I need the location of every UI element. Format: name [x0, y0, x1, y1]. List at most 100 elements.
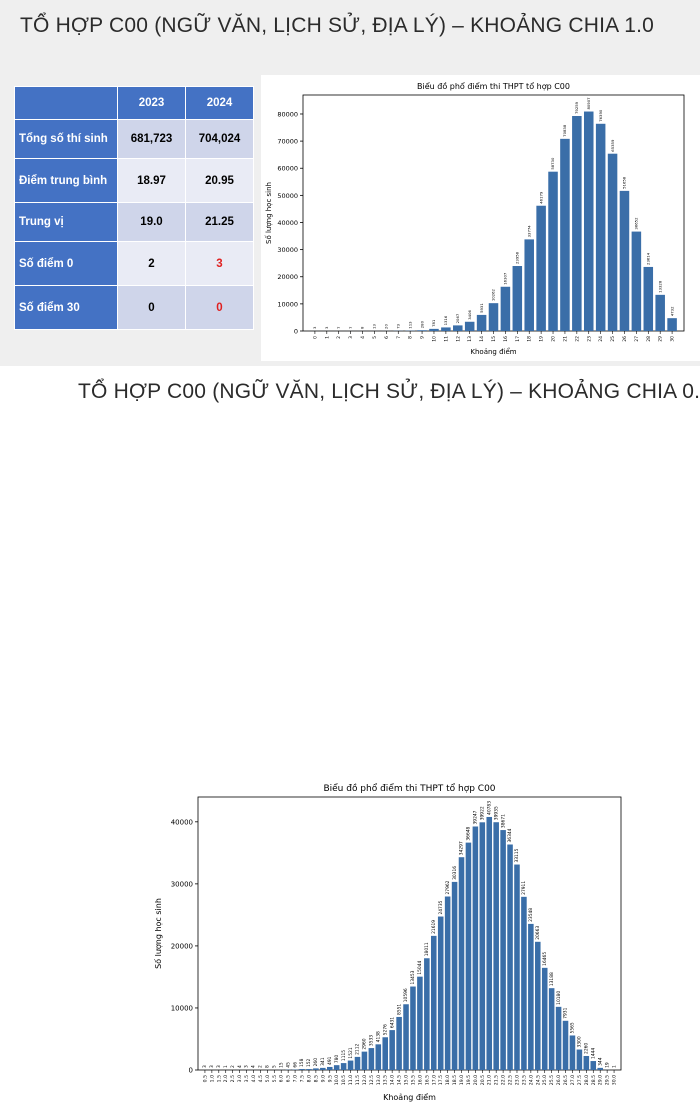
data-label: 51658 — [622, 176, 627, 189]
y-tick-label: 80000 — [277, 110, 298, 118]
y-tick-label: 0 — [189, 1067, 193, 1075]
data-label: 36344 — [507, 828, 513, 842]
data-label: 6431 — [389, 1017, 395, 1028]
x-tick-label: 6.5 — [286, 1075, 292, 1082]
data-label: 23958 — [515, 251, 520, 264]
x-tick-label: 5 — [372, 336, 378, 339]
cell-2024: 21.25 — [186, 203, 254, 242]
data-label: 13328 — [657, 280, 662, 293]
x-tick-label: 14.5 — [397, 1075, 403, 1085]
x-tick-label: 10 — [431, 336, 437, 342]
slide-distribution-1-0: TỔ HỢP C00 (NGỮ VĂN, LỊCH SỬ, ĐỊA LÝ) – … — [0, 0, 700, 366]
bar — [306, 1069, 312, 1070]
data-label: 1521 — [348, 1047, 354, 1058]
x-tick-label: 26.5 — [563, 1075, 569, 1085]
bar — [596, 124, 606, 331]
data-label: 5931 — [479, 303, 484, 313]
x-tick-label: 1.0 — [209, 1075, 215, 1082]
x-tick-label: 15.5 — [410, 1075, 416, 1085]
data-label: 39922 — [480, 806, 486, 820]
table-header-row: 2023 2024 — [15, 87, 254, 120]
data-label: 2 — [258, 1065, 264, 1068]
x-tick-label: 24.5 — [535, 1075, 541, 1085]
data-label: 4 — [237, 1065, 243, 1068]
data-label: 2260 — [584, 1043, 590, 1054]
data-label: 18011 — [424, 942, 430, 956]
data-label: 3 — [312, 326, 317, 329]
data-label: 5 — [271, 1065, 277, 1068]
data-label: 76390 — [598, 109, 603, 122]
bar — [608, 154, 618, 331]
data-label: 27962 — [445, 880, 451, 894]
data-label: 23614 — [645, 252, 650, 265]
data-label: 65359 — [610, 139, 615, 152]
bar — [473, 826, 479, 1070]
chart-title: Biểu đồ phổ điểm thi THPT tổ hợp C00 — [417, 81, 570, 91]
bar — [417, 330, 427, 331]
data-label: 4138 — [375, 1031, 381, 1042]
data-label: 113 — [407, 321, 412, 329]
table-row: Điểm trung bình 18.97 20.95 — [15, 159, 254, 203]
data-label: 3533 — [369, 1035, 375, 1046]
row-label: Số điểm 30 — [15, 286, 118, 330]
data-label: 4732 — [669, 306, 674, 316]
x-tick-label: 2.0 — [223, 1075, 229, 1082]
x-tick-label: 13.0 — [376, 1075, 382, 1085]
x-tick-label: 2 — [336, 336, 342, 339]
data-label: 1 — [223, 1065, 229, 1068]
bar — [548, 172, 558, 331]
bar — [549, 988, 555, 1070]
x-tick-label: 9.5 — [327, 1075, 333, 1082]
bar — [438, 917, 444, 1070]
bar — [313, 1068, 319, 1070]
data-label: 152 — [306, 1058, 312, 1067]
y-tick-label: 30000 — [277, 246, 298, 254]
data-label: 3 — [244, 1065, 250, 1068]
data-label: 8551 — [396, 1004, 402, 1015]
row-label: Trung vị — [15, 203, 118, 242]
bar — [424, 958, 430, 1070]
x-tick-label: 20.5 — [480, 1075, 486, 1085]
row-label: Số điểm 0 — [15, 242, 118, 286]
data-label: 3406 — [467, 310, 472, 320]
stats-table: 2023 2024 Tổng số thí sinh 681,723 704,0… — [14, 86, 254, 330]
x-tick-label: 27.0 — [570, 1075, 576, 1085]
x-tick-label: 22 — [574, 336, 580, 342]
x-tick-label: 7.5 — [300, 1075, 306, 1082]
x-tick-label: 18.5 — [452, 1075, 458, 1085]
bar — [644, 267, 654, 331]
data-label: 34297 — [459, 841, 465, 855]
x-tick-label: 28 — [646, 336, 652, 342]
x-tick-label: 21.5 — [494, 1075, 500, 1085]
data-label: 1316 — [443, 315, 448, 325]
cell-2024-highlight: 0 — [186, 286, 254, 330]
data-label: 1444 — [590, 1048, 596, 1059]
data-label: 23548 — [528, 908, 534, 922]
bar — [477, 315, 487, 331]
data-label: 3 — [202, 1065, 208, 1068]
data-label: 24735 — [438, 900, 444, 914]
bar — [453, 325, 463, 331]
data-label: 45 — [285, 1062, 291, 1068]
x-tick-label: 28.5 — [591, 1075, 597, 1085]
bar — [403, 1004, 409, 1070]
data-label: 780 — [334, 1055, 340, 1064]
bar — [334, 1065, 340, 1070]
data-label: 15044 — [417, 960, 423, 974]
data-label: 40783 — [486, 801, 492, 815]
x-tick-label: 29.0 — [598, 1075, 604, 1085]
y-tick-label: 30000 — [171, 880, 193, 888]
data-label: 7 — [336, 326, 341, 329]
x-tick-label: 23.0 — [514, 1075, 520, 1085]
table-header-corner — [15, 87, 118, 120]
data-label: 7931 — [563, 1007, 569, 1018]
x-tick-label: 21 — [562, 336, 568, 342]
data-label: 4 — [251, 1065, 257, 1068]
slide-title: TỔ HỢP C00 (NGỮ VĂN, LỊCH SỬ, ĐỊA LÝ) – … — [78, 380, 700, 404]
data-label: 10596 — [403, 988, 409, 1002]
bar — [542, 968, 548, 1070]
y-tick-label: 60000 — [277, 165, 298, 173]
data-label: 3 — [209, 1065, 215, 1068]
data-label: 1115 — [341, 1050, 347, 1061]
